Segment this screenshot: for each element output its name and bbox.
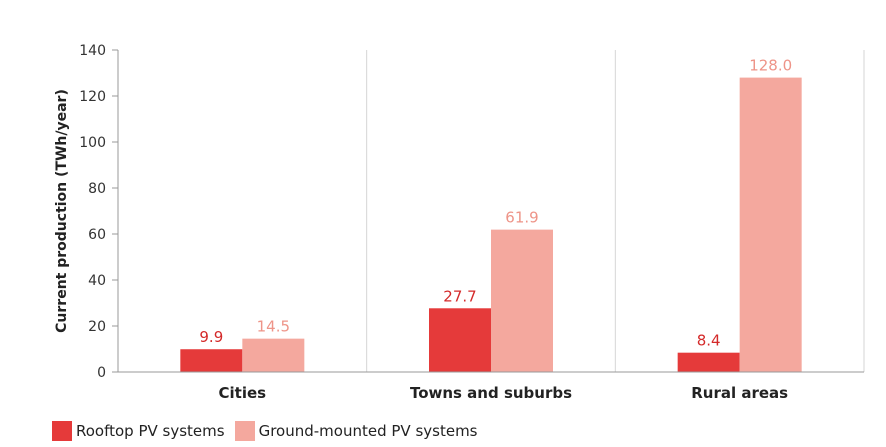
y-axis-title: Current production (TWh/year) (54, 89, 70, 333)
y-tick-label: 80 (88, 181, 106, 197)
y-tick-label: 40 (88, 273, 106, 289)
legend: Rooftop PV systems Ground-mounted PV sys… (52, 421, 488, 441)
y-tick-label: 100 (79, 135, 106, 151)
legend-label-ground-mounted: Ground-mounted PV systems (258, 422, 478, 440)
bar (429, 308, 491, 372)
y-tick-label: 0 (97, 365, 106, 381)
legend-swatch-ground-mounted (234, 421, 255, 441)
legend-label-rooftop: Rooftop PV systems (76, 422, 225, 440)
bar (242, 338, 305, 372)
x-category-label: Towns and suburbs (410, 384, 572, 402)
plot-area: 0 20 40 60 80 100 120 140 9.9 14.5 Cities 27.7 61.9 T… (79, 43, 865, 402)
x-category-label: Rural areas (691, 384, 788, 402)
y-tick-label: 60 (88, 227, 106, 243)
y-tick-label: 20 (88, 319, 106, 335)
bar (491, 229, 553, 372)
bar (739, 77, 802, 372)
legend-item-ground-mounted: Ground-mounted PV systems (234, 421, 478, 441)
data-label: 9.9 (199, 328, 223, 346)
legend-item-rooftop: Rooftop PV systems (52, 421, 225, 441)
x-category-label: Cities (219, 384, 267, 402)
data-label: 128.0 (749, 57, 792, 75)
data-label: 8.4 (697, 332, 721, 350)
legend-swatch-rooftop (52, 421, 72, 441)
y-tick-label: 120 (79, 89, 106, 105)
data-label: 14.5 (257, 318, 290, 336)
data-label: 27.7 (443, 287, 476, 305)
y-tick-label: 140 (79, 43, 106, 59)
data-label: 61.9 (505, 209, 538, 227)
bar (677, 352, 740, 372)
bar (180, 349, 243, 372)
